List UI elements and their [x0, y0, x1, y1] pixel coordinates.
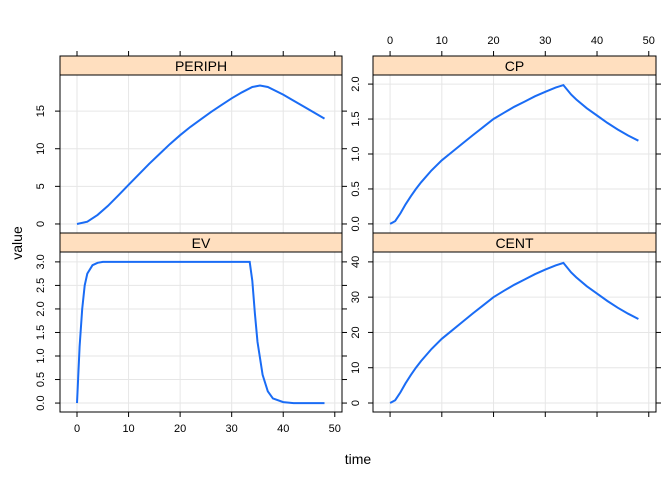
panel-ev: EV 0.0 0.5 1.0 1.5 2.0 2.5 3.0 0 10 20 30 40 50	[35, 232, 347, 435]
strip	[59, 55, 343, 76]
y-tick-label: 5	[35, 183, 47, 189]
x-tick-label: 10	[436, 35, 448, 47]
y-tick-label: 2.0	[35, 301, 47, 316]
y-tick-label: 0	[35, 221, 47, 227]
y-tick-label: 3.0	[35, 254, 47, 269]
x-tick-label: 0	[387, 35, 393, 47]
panel-frame	[59, 74, 343, 234]
y-tick-label: 1.0	[350, 146, 362, 161]
y-tick-label: 0.5	[350, 181, 362, 196]
panel-periph: PERIPH 0 5 10 15	[35, 51, 347, 234]
x-tick-label: 20	[487, 35, 499, 47]
series-line-cent	[389, 261, 639, 404]
panel-cent: CENT 0 10 20 30 40	[350, 232, 661, 417]
strip	[372, 232, 657, 253]
panel-cp: CP 0.0 0.5 1.0 1.5 2.0 0 10 20 30 40 50	[350, 35, 661, 234]
y-tick-label: 0.5	[35, 372, 47, 387]
strip	[372, 55, 657, 76]
x-tick-label: 50	[329, 423, 341, 435]
y-tick-label: 2.0	[350, 76, 362, 91]
y-tick-label: 0.0	[35, 395, 47, 410]
y-tick-label: 40	[350, 256, 362, 268]
strip-label: PERIPH	[175, 58, 227, 74]
x-tick-label: 30	[226, 423, 238, 435]
y-tick-label: 20	[350, 326, 362, 338]
x-tick-label: 30	[539, 35, 551, 47]
strip-label: CP	[505, 58, 524, 74]
x-tick-label: 10	[122, 423, 134, 435]
strip-label: EV	[192, 235, 211, 251]
x-tick-label: 20	[174, 423, 186, 435]
y-tick-label: 10	[35, 143, 47, 155]
y-tick-label: 1.5	[35, 325, 47, 340]
series-line-periph	[76, 84, 326, 225]
series-line-cp	[389, 83, 639, 225]
y-tick-label: 10	[350, 362, 362, 374]
y-tick-label: 30	[350, 291, 362, 303]
y-tick-label: 1.5	[350, 111, 362, 126]
x-tick-label: 50	[643, 35, 655, 47]
x-tick-label: 40	[277, 423, 289, 435]
y-tick-label: 1.0	[35, 348, 47, 363]
y-tick-label: 0.0	[350, 216, 362, 231]
strip-label: CENT	[495, 235, 534, 251]
y-tick-label: 0	[350, 400, 362, 406]
y-axis-label: value	[9, 226, 25, 260]
x-tick-label: 0	[74, 423, 80, 435]
x-axis-label: time	[345, 451, 372, 467]
y-tick-label: 2.5	[35, 278, 47, 293]
series-line-ev	[76, 260, 325, 405]
y-tick-label: 15	[35, 105, 47, 117]
strip	[59, 232, 343, 253]
x-tick-label: 40	[591, 35, 603, 47]
